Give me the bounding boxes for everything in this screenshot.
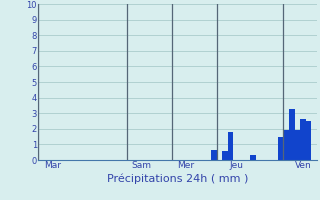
- Bar: [222, 151, 228, 160]
- Bar: [250, 155, 256, 160]
- Bar: [300, 119, 306, 160]
- Bar: [211, 150, 217, 160]
- Bar: [306, 121, 311, 160]
- Bar: [289, 109, 294, 160]
- Bar: [228, 132, 233, 160]
- Bar: [294, 130, 300, 160]
- Bar: [284, 130, 289, 160]
- X-axis label: Précipitations 24h ( mm ): Précipitations 24h ( mm ): [107, 173, 248, 184]
- Bar: [278, 137, 284, 160]
